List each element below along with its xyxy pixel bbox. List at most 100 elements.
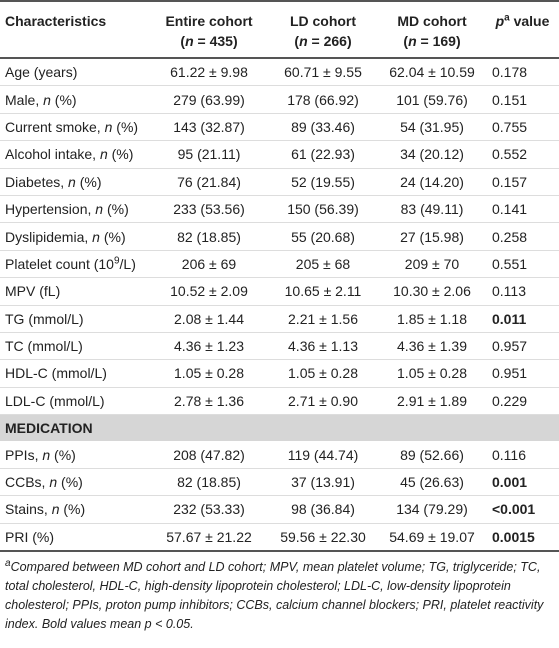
cell: 82 (18.85): [150, 468, 268, 497]
text: 83 (49.11): [400, 201, 464, 218]
row-label: Stains, n (%): [0, 495, 150, 524]
text: Current smoke,: [5, 118, 105, 135]
text: n: [43, 91, 51, 108]
cell: 0.001: [486, 468, 559, 497]
cell: 24 (14.20): [378, 168, 486, 196]
text: 2.91 ± 1.89: [397, 392, 467, 409]
text: Diabetes,: [5, 173, 69, 190]
text: 4.36 ± 1.23: [174, 338, 244, 355]
cell: 10.30 ± 2.06: [378, 277, 486, 306]
text: MD cohort: [397, 13, 467, 29]
text: 82 (18.85): [177, 228, 241, 245]
text: PRI (%): [5, 528, 54, 545]
text: (%): [99, 228, 126, 245]
cell: <0.001: [486, 495, 559, 524]
cell: 0.258: [486, 222, 559, 251]
text: (: [403, 33, 409, 49]
text: /L): [119, 255, 136, 272]
text: 61 (22.93): [291, 146, 355, 163]
text: Platelet count (10: [5, 255, 114, 272]
text: Hypertension,: [5, 201, 96, 218]
text: 0.951: [492, 365, 528, 382]
text: 2.78 ± 1.36: [174, 392, 244, 409]
text: 134 (79.29): [396, 501, 468, 518]
cell: 0.141: [486, 195, 559, 224]
table-row: TG (mmol/L) 2.08 ± 1.44 2.21 ± 1.56 1.85 ± …: [0, 305, 559, 333]
row-label: PRI (%): [0, 523, 150, 553]
table-row: HDL-C (mmol/L) 1.05 ± 0.28 1.05 ± 0.28 1.05…: [0, 359, 559, 388]
text: 232 (53.33): [173, 501, 245, 518]
table-row: LDL-C (mmol/L) 2.78 ± 1.36 2.71 ± 0.90 2.91…: [0, 387, 559, 416]
cell: 60.71 ± 9.55: [268, 58, 378, 87]
text: n: [99, 146, 108, 163]
text: 62.04 ± 10.59: [389, 64, 475, 81]
table-body: Age (years) 61.22 ± 9.98 60.71 ± 9.55 62.04…: [0, 58, 559, 553]
text: MPV (fL): [5, 283, 61, 300]
cell: 54 (31.95): [378, 113, 486, 142]
cell: 205 ± 68: [268, 250, 378, 279]
cell: 62.04 ± 10.59: [378, 58, 486, 87]
data-table: Characteristics Entire cohort (n = 435) LD …: [0, 1, 559, 553]
header-subtitle: (n = 169): [380, 31, 484, 51]
header-title: Entire cohort: [152, 11, 266, 31]
table-row: Diabetes, n (%) 76 (21.84) 52 (19.55) 24 (1…: [0, 168, 559, 196]
cell: 0.755: [486, 113, 559, 142]
cell: 52 (19.55): [268, 168, 378, 196]
text: 2.71 ± 0.90: [288, 392, 358, 409]
text: 101 (59.76): [396, 91, 468, 108]
text: n: [185, 33, 194, 49]
text: TG (mmol/L): [5, 310, 84, 327]
cell: 61.22 ± 9.98: [150, 58, 268, 87]
text: 76 (21.84): [177, 173, 241, 190]
header-title: pa value: [488, 11, 557, 31]
text: 60.71 ± 9.55: [284, 64, 362, 81]
cell: 61 (22.93): [268, 140, 378, 169]
header-row: Characteristics Entire cohort (n = 435) LD …: [0, 1, 559, 58]
text: 279 (63.99): [173, 91, 245, 108]
row-label: Hypertension, n (%): [0, 195, 150, 224]
cell: 0.178: [486, 58, 559, 87]
text: 0.552: [492, 146, 528, 163]
column-header: Characteristics: [0, 1, 150, 58]
table-row: Stains, n (%) 232 (53.33) 98 (36.84) 134 (7…: [0, 495, 559, 524]
footnote: aCompared between MD cohort and LD cohor…: [0, 552, 559, 634]
cell: 1.05 ± 0.28: [268, 359, 378, 388]
table-row: MPV (fL) 10.52 ± 2.09 10.65 ± 2.11 10.30 ± …: [0, 277, 559, 306]
cell: 232 (53.33): [150, 495, 268, 524]
header-title: LD cohort: [270, 11, 376, 31]
text: n: [42, 446, 51, 463]
text: 4.36 ± 1.39: [397, 338, 467, 355]
cell: 10.52 ± 2.09: [150, 277, 268, 306]
cell: 0.116: [486, 441, 559, 469]
cell: 10.65 ± 2.11: [268, 277, 378, 306]
column-header: Entire cohort (n = 435): [150, 1, 268, 58]
table-row: CCBs, n (%) 82 (18.85) 37 (13.91) 45 (26.63…: [0, 468, 559, 497]
table-row: Platelet count (109/L) 206 ± 69 205 ± 68 20…: [0, 250, 559, 279]
text: (%): [103, 201, 129, 218]
table-row: Male, n (%) 279 (63.99) 178 (66.92) 101 (59…: [0, 85, 559, 114]
table-row: TC (mmol/L) 4.36 ± 1.23 4.36 ± 1.13 4.36 ± …: [0, 332, 559, 361]
cell: 233 (53.56): [150, 195, 268, 224]
text: (%): [112, 118, 139, 135]
text: Stains,: [5, 501, 52, 518]
text: 0.178: [492, 64, 528, 81]
cell: 37 (13.91): [268, 468, 378, 497]
text: 82 (18.85): [177, 474, 241, 491]
text: TC (mmol/L): [5, 338, 83, 355]
cell: 45 (26.63): [378, 468, 486, 497]
text: 233 (53.56): [173, 201, 245, 218]
text: 119 (44.74): [287, 446, 359, 463]
header-title: MD cohort: [380, 11, 484, 31]
cell: 101 (59.76): [378, 85, 486, 114]
text: (%): [57, 474, 83, 491]
cell: 89 (52.66): [378, 441, 486, 469]
cell: 54.69 ± 19.07: [378, 523, 486, 553]
text: 10.52 ± 2.09: [170, 283, 248, 300]
text: 52 (19.55): [291, 173, 355, 190]
text: 37 (13.91): [291, 474, 355, 491]
table-row: PPIs, n (%) 208 (47.82) 119 (44.74) 89 (52.…: [0, 441, 559, 469]
row-label: TC (mmol/L): [0, 332, 150, 361]
text: n: [95, 201, 104, 218]
row-label: HDL-C (mmol/L): [0, 359, 150, 388]
